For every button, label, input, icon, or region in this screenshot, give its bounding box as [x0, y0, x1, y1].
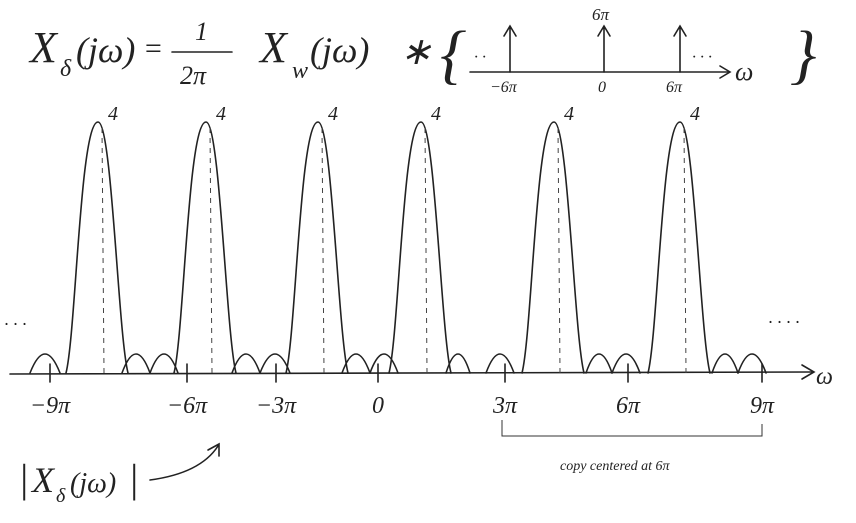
side-lobe [341, 353, 371, 374]
peak [173, 121, 237, 374]
side-lobe [611, 353, 641, 374]
impulse-axis-label: ω [735, 57, 753, 86]
peak-label: 4 [216, 103, 226, 125]
impulse-tick-label: 6π [666, 79, 683, 96]
tick-label: −3π [256, 393, 297, 419]
impulse-axis-arrow [719, 65, 732, 79]
omega-axis-arrow [801, 364, 816, 380]
pointer-arrow [149, 442, 220, 481]
peak-center [321, 127, 325, 374]
omega-axis [9, 371, 813, 375]
eq-lhs-base: X [28, 23, 59, 72]
peak [388, 121, 452, 374]
peak-label: 4 [431, 103, 441, 125]
peak-label: 4 [690, 103, 700, 125]
axis-dots-right: · · · · [768, 312, 800, 332]
peak-label: 4 [328, 103, 338, 125]
magnitude-label: | X δ (jω) | [18, 442, 220, 507]
side-lobe [369, 353, 399, 374]
omega-axis-label: ω [816, 364, 833, 390]
eq-operator: ∗ [400, 31, 432, 73]
peak-label: 4 [564, 103, 574, 125]
eq-term-arg: (jω) [310, 30, 369, 70]
eq-term-base: X [258, 23, 289, 72]
peak [285, 121, 349, 374]
eq-numerator: 1 [195, 17, 208, 46]
impulse-tick-label: 0 [598, 79, 606, 96]
peak [647, 121, 711, 374]
mag-bar: | [128, 456, 139, 501]
eq-close-brace: } [790, 18, 816, 91]
axis-dots-left: · · · [4, 314, 27, 334]
equation: X δ (jω) = 1 2π X w (jω) ∗ { } [28, 17, 816, 91]
impulse [597, 24, 611, 73]
copy-bracket [501, 420, 763, 437]
impulse-dots-left: · · [474, 49, 486, 66]
impulse [673, 24, 687, 73]
tick-label: 3π [492, 393, 518, 419]
peak-label: 4 [108, 103, 118, 125]
mag-sub: δ [56, 485, 66, 507]
side-lobe [231, 353, 261, 374]
side-lobe [737, 353, 767, 374]
mag-base: X [30, 460, 56, 500]
tick-label: 6π [616, 393, 641, 419]
impulse-train: 6π −6π 0 6π ω · · · · · [469, 5, 753, 96]
tick-label: 0 [372, 393, 384, 419]
side-lobe [485, 353, 515, 374]
mag-bar: | [18, 456, 29, 501]
impulse-dots-right: · · · [692, 49, 712, 66]
side-lobe [149, 353, 179, 374]
tick-label: −9π [30, 393, 71, 419]
eq-term-sub: w [292, 58, 308, 84]
peak-center [683, 127, 687, 374]
spectrum-plot: ω · · · · · · · [4, 312, 833, 390]
side-lobe [445, 353, 471, 374]
impulse [503, 24, 517, 73]
eq-equals: = [143, 32, 163, 65]
side-lobe [121, 353, 151, 374]
mag-arg: (jω) [70, 468, 116, 499]
peak [65, 121, 129, 374]
side-lobe [585, 353, 613, 374]
impulse-height-label: 6π [592, 5, 610, 24]
side-lobe [29, 353, 61, 374]
tick-label: −6π [167, 393, 208, 419]
eq-lhs-sub: δ [60, 56, 72, 82]
eq-denominator: 2π [180, 61, 207, 90]
bracket-note: copy centered at 6π [560, 459, 670, 474]
eq-open-brace: { [440, 18, 466, 91]
peak-center [209, 127, 213, 374]
peak-center [101, 127, 105, 374]
impulse-tick-label: −6π [490, 79, 518, 96]
peak [521, 121, 585, 374]
eq-lhs-arg: (jω) [76, 30, 135, 70]
side-lobe [711, 353, 739, 374]
peak-center [424, 127, 428, 374]
tick-label: 9π [750, 393, 775, 419]
peak-center [557, 127, 561, 374]
side-lobe [259, 353, 291, 374]
